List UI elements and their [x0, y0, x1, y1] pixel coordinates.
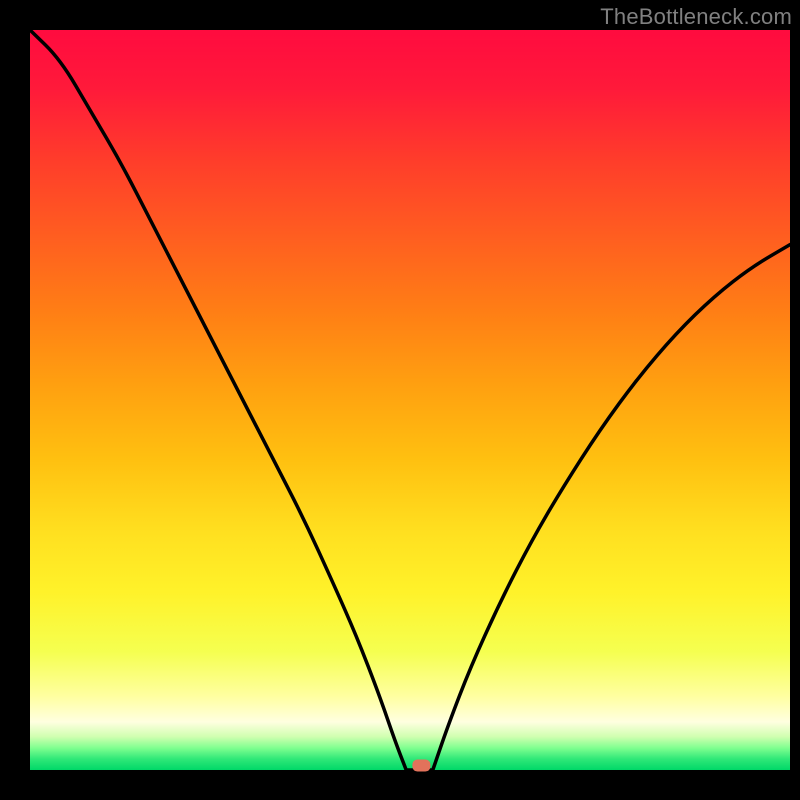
valley-marker	[412, 760, 430, 772]
chart-svg	[0, 0, 800, 800]
watermark-text: TheBottleneck.com	[600, 4, 792, 30]
plot-background	[30, 30, 790, 770]
